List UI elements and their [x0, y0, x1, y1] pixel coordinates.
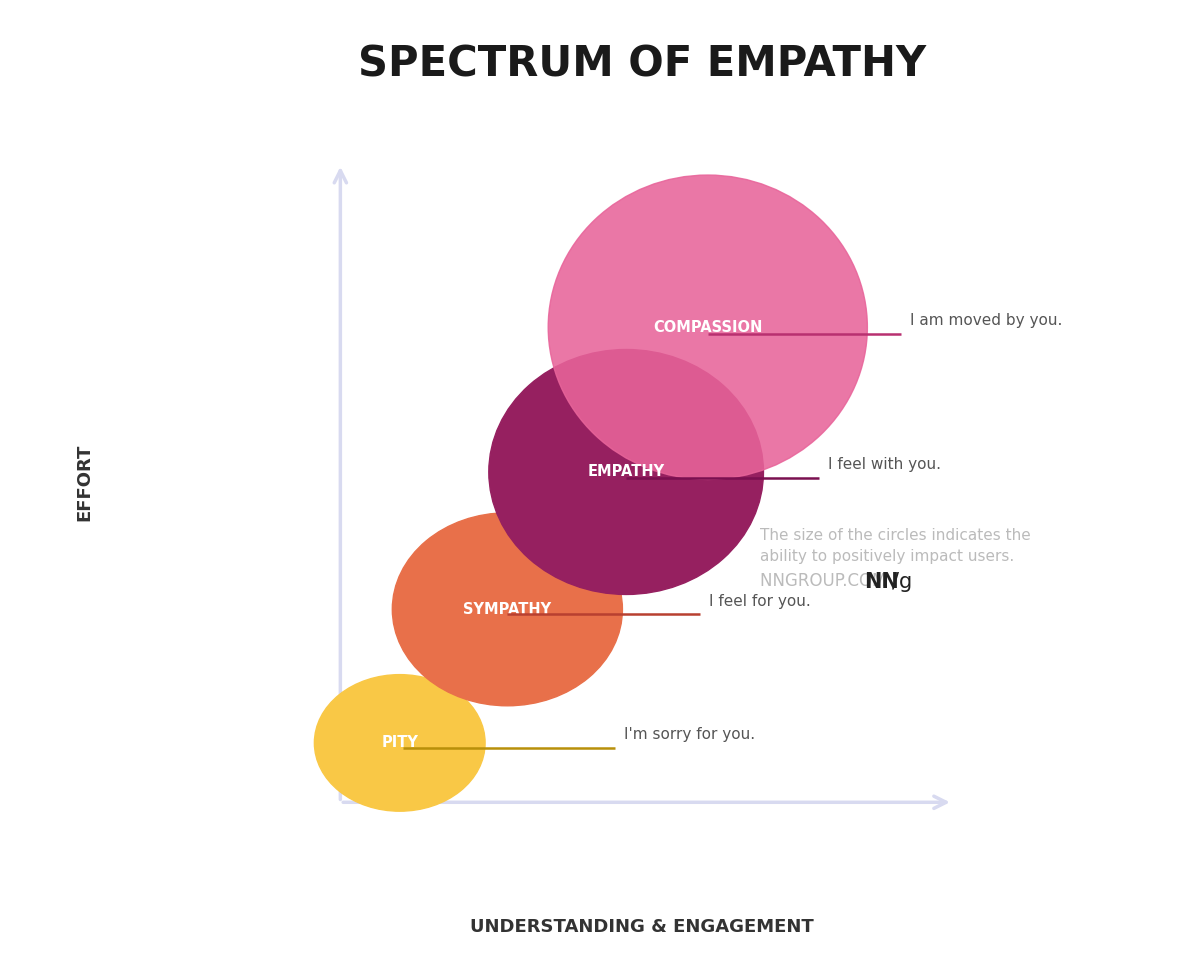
Text: The size of the circles indicates the
ability to positively impact users.: The size of the circles indicates the ab…: [760, 527, 1031, 564]
Text: EFFORT: EFFORT: [76, 443, 94, 521]
Text: NN: NN: [864, 573, 899, 592]
Text: UNDERSTANDING & ENGAGEMENT: UNDERSTANDING & ENGAGEMENT: [470, 919, 814, 936]
Ellipse shape: [314, 675, 485, 811]
Ellipse shape: [392, 513, 623, 706]
Text: I feel for you.: I feel for you.: [709, 594, 811, 608]
Text: I'm sorry for you.: I'm sorry for you.: [624, 727, 755, 742]
Text: I am moved by you.: I am moved by you.: [910, 313, 1062, 328]
Text: SYMPATHY: SYMPATHY: [463, 602, 552, 617]
Ellipse shape: [548, 175, 868, 479]
Text: NNGROUP.COM: NNGROUP.COM: [760, 573, 896, 590]
Text: SPECTRUM OF EMPATHY: SPECTRUM OF EMPATHY: [358, 43, 926, 86]
Text: I feel with you.: I feel with you.: [828, 457, 941, 472]
Ellipse shape: [488, 350, 763, 595]
Text: PITY: PITY: [382, 736, 418, 750]
Text: EMPATHY: EMPATHY: [588, 465, 665, 479]
Text: /g: /g: [892, 573, 912, 592]
Text: COMPASSION: COMPASSION: [653, 320, 762, 335]
